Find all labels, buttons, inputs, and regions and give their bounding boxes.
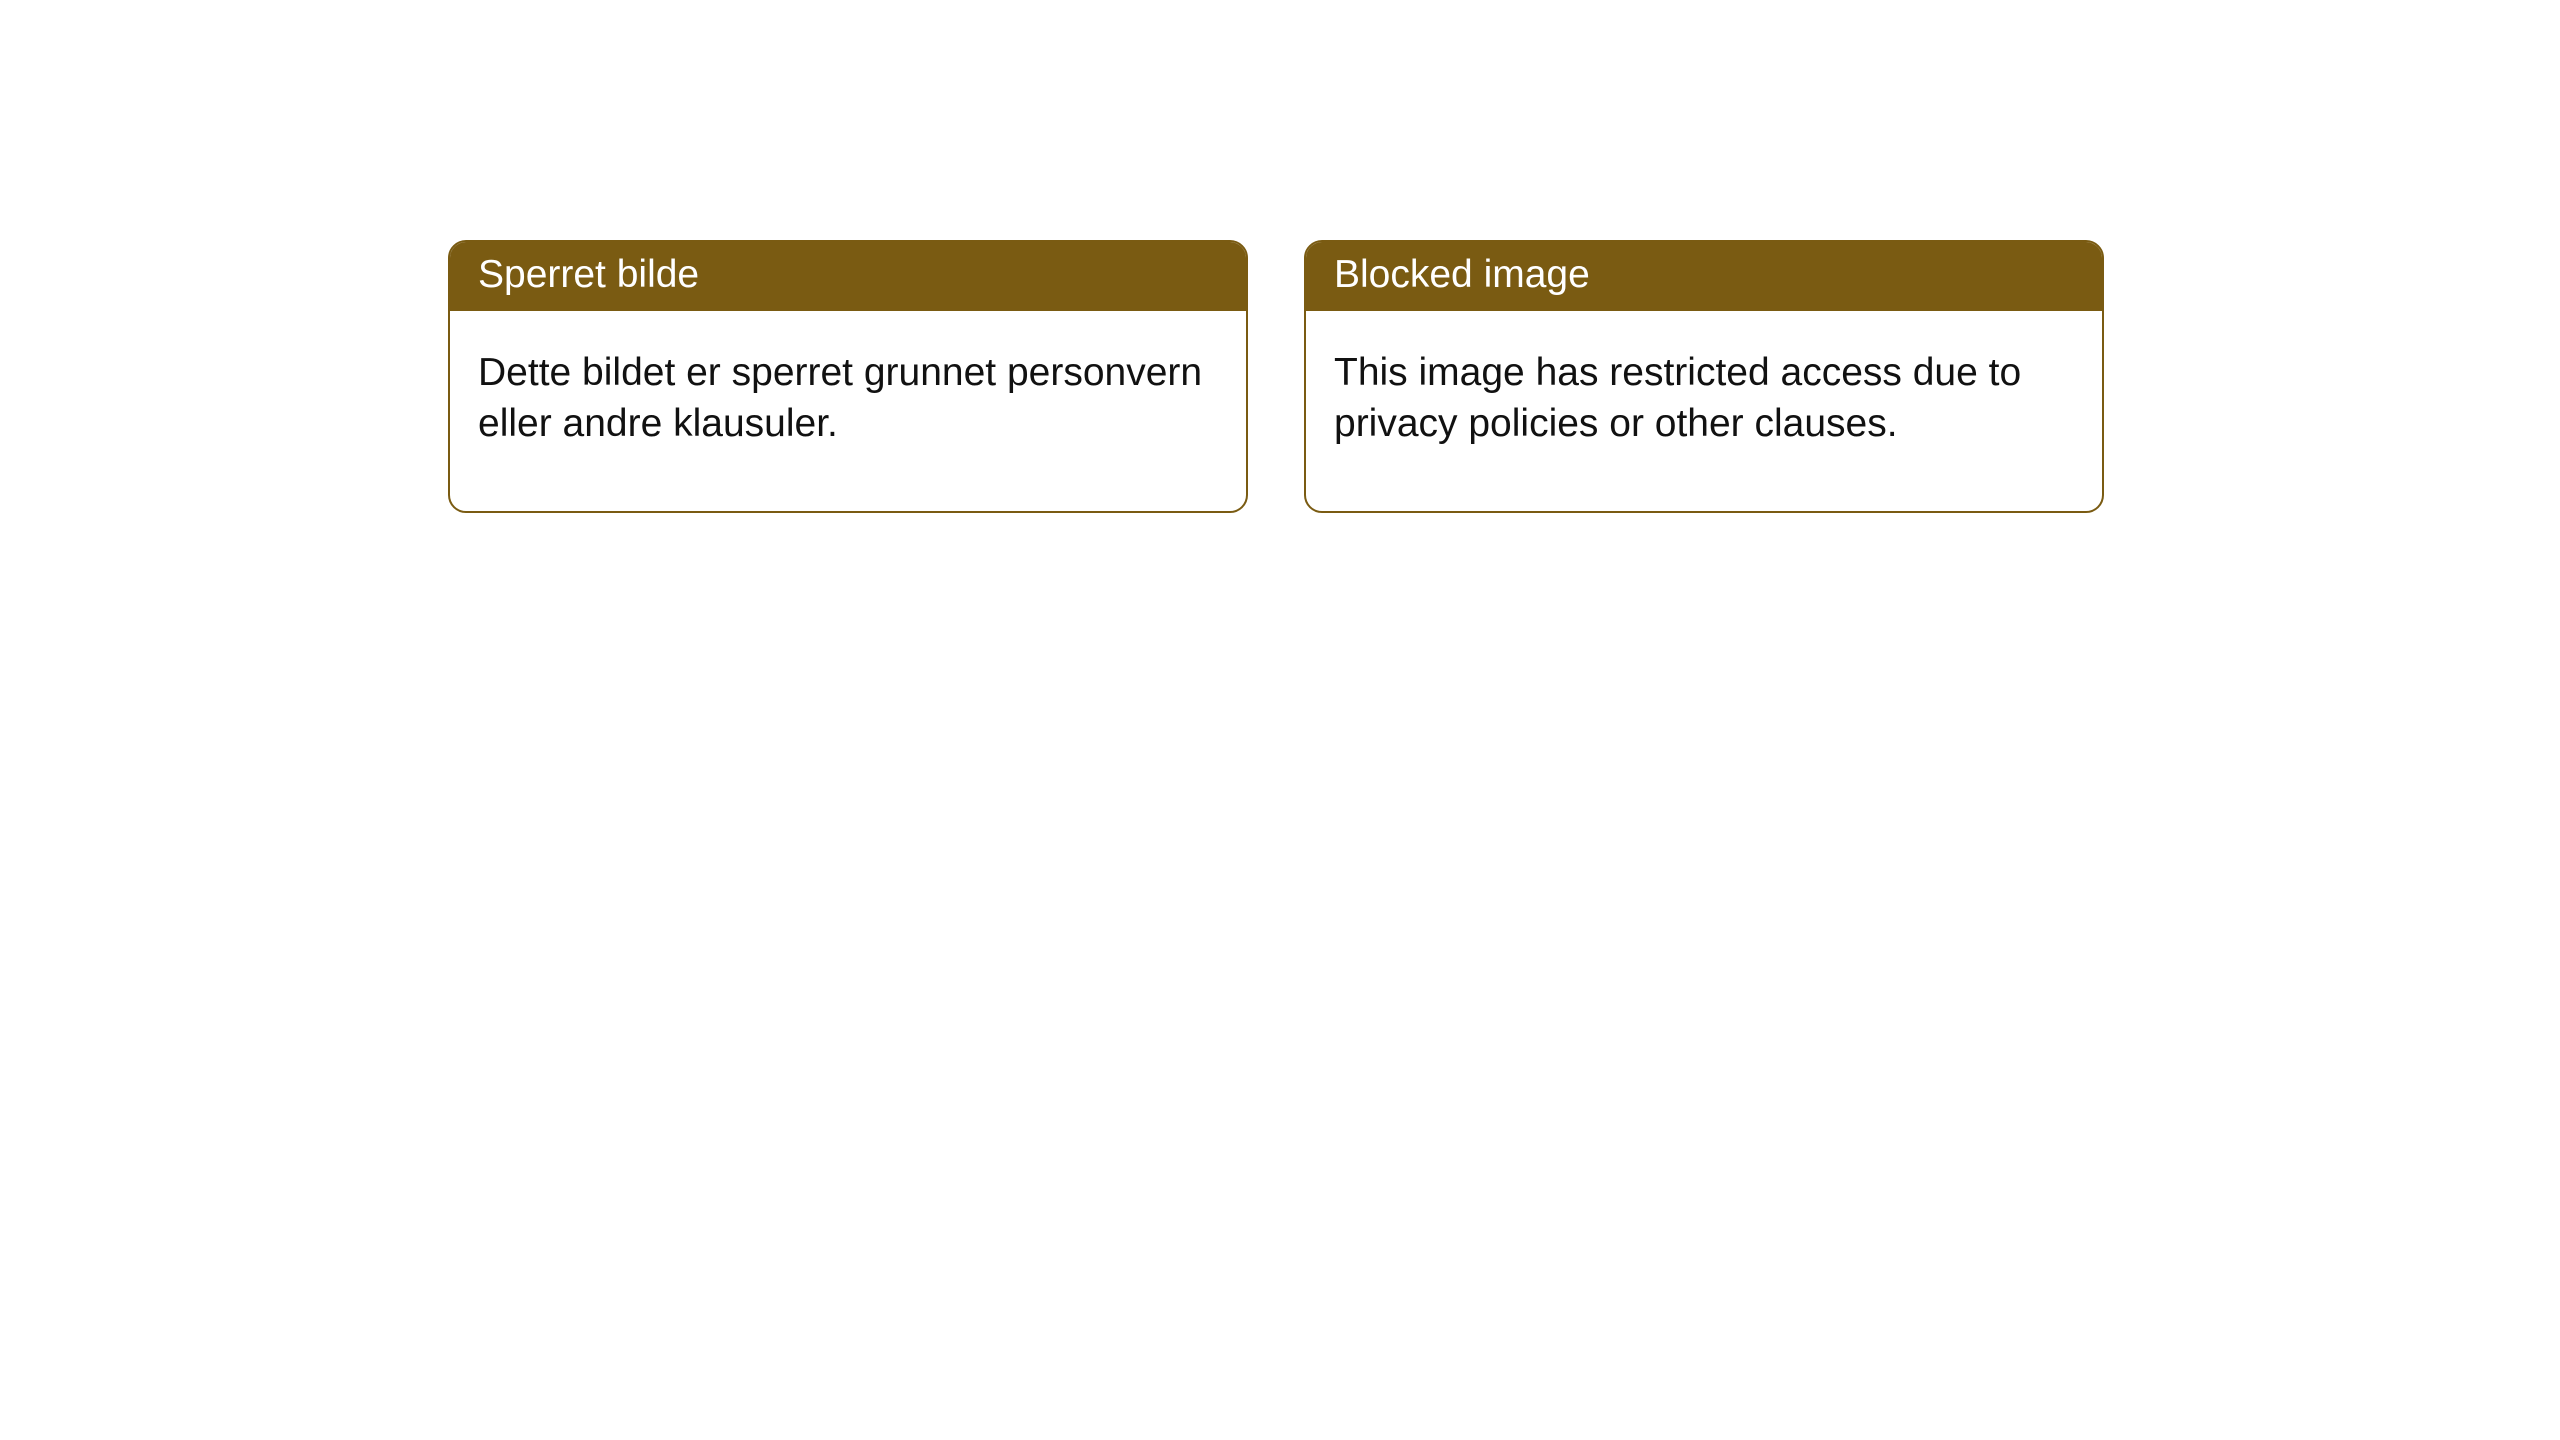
notice-card-body: This image has restricted access due to … xyxy=(1306,311,2102,511)
notice-card-norwegian: Sperret bilde Dette bildet er sperret gr… xyxy=(448,240,1248,513)
notice-card-header: Sperret bilde xyxy=(450,242,1246,311)
notice-card-header: Blocked image xyxy=(1306,242,2102,311)
notice-card-body: Dette bildet er sperret grunnet personve… xyxy=(450,311,1246,511)
notice-container: Sperret bilde Dette bildet er sperret gr… xyxy=(448,240,2104,513)
notice-card-english: Blocked image This image has restricted … xyxy=(1304,240,2104,513)
